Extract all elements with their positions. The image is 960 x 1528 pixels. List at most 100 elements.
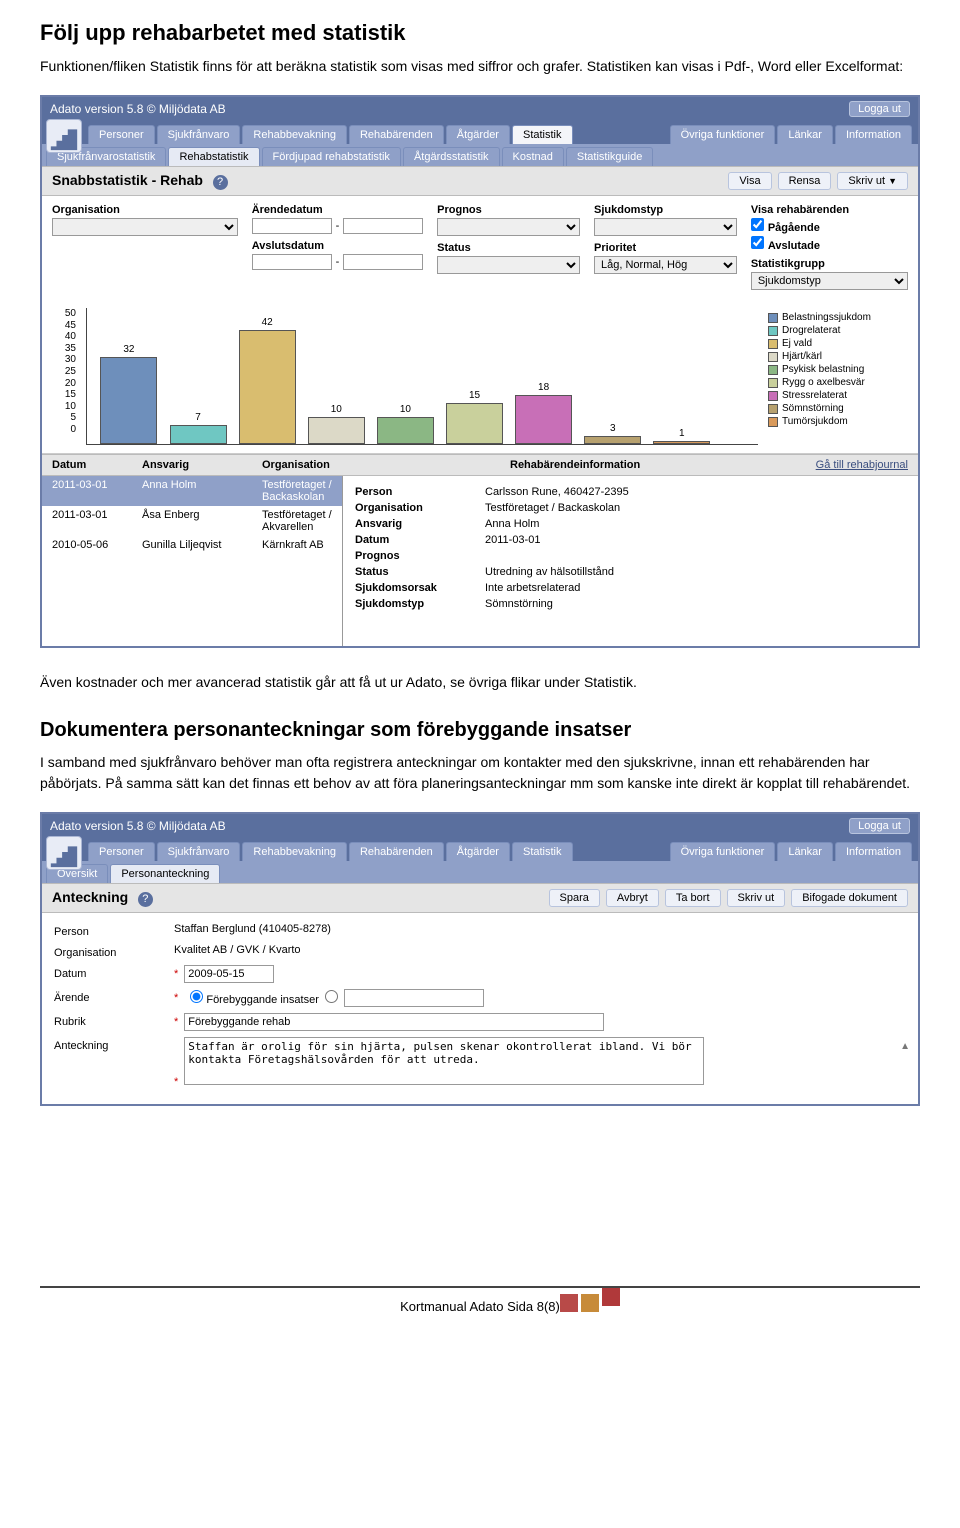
app-logo-icon-2 [46,836,82,870]
bar-1: 7 [170,425,227,444]
footer-text: Kortmanual Adato Sida 8(8) [400,1299,560,1314]
bar-6: 18 [515,395,572,444]
section-title-2: Anteckning [52,889,128,905]
detail-row: PersonCarlsson Rune, 460427-2395 [355,484,906,500]
tab-statistik[interactable]: Statistik [512,125,573,144]
mid-paragraph: Även kostnader och mer avancerad statist… [40,672,920,693]
toolbar-2: Spara Avbryt Ta bort Skriv ut Bifogade d… [549,889,908,907]
bar-0: 32 [100,357,157,444]
tab-statistikguide[interactable]: Statistikguide [566,147,653,166]
avslutsdatum-to[interactable] [343,254,423,270]
doc-title: Följ upp rehabarbetet med statistik [40,20,920,46]
legend-item: Psykisk belastning [768,364,908,375]
legend-item: Stressrelaterat [768,390,908,401]
table-row[interactable]: 2011-03-01Åsa EnbergTestföretaget / Akva… [42,506,342,536]
bar-chart: 50454035302520151050 327421010151831 Bel… [42,304,918,454]
logout-button[interactable]: Logga ut [849,101,910,117]
col-ansvarig: Ansvarig [142,459,262,471]
organisation-select[interactable] [52,218,238,236]
tab-personer[interactable]: Personer [88,125,155,144]
avslutsdatum-from[interactable] [252,254,332,270]
arendedatum-from[interactable] [252,218,332,234]
sub-tabs-2: ÖversiktPersonanteckning [42,861,918,883]
tab-rehabbevakning[interactable]: Rehabbevakning [242,842,347,861]
tab-kostnad[interactable]: Kostnad [502,147,564,166]
table-row[interactable]: 2011-03-01Anna HolmTestföretaget / Backa… [42,476,342,506]
arendedatum-label: Ärendedatum [252,204,423,216]
logout-button-2[interactable]: Logga ut [849,818,910,834]
tab-sjukfr-nvaro[interactable]: Sjukfrånvaro [157,842,241,861]
tab--tg-rder[interactable]: Åtgärder [446,125,510,144]
spara-button[interactable]: Spara [549,889,600,907]
bar-3: 10 [308,417,365,444]
pågående-checkbox[interactable]: Pågående [751,218,908,234]
main-tabs-2: PersonerSjukfrånvaroRehabbevakningRehabä… [42,838,918,861]
datum-input[interactable] [184,965,274,983]
section-header: Snabbstatistik - Rehab ? Visa Rensa Skri… [42,166,918,196]
tab-l-nkar[interactable]: Länkar [777,125,833,144]
bifoga-button[interactable]: Bifogade dokument [791,889,908,907]
tab-personer[interactable]: Personer [88,842,155,861]
rubrik-label: Rubrik [54,1013,164,1028]
tab-rehabbevakning[interactable]: Rehabbevakning [242,125,347,144]
tab-statistik[interactable]: Statistik [512,842,573,861]
plot-area: 327421010151831 [86,308,758,445]
titlebar-text: Adato version 5.8 © Miljödata AB [50,102,226,116]
avbryt-button[interactable]: Avbryt [606,889,659,907]
tab-rehab-renden[interactable]: Rehabärenden [349,842,444,861]
tab-rehab-renden[interactable]: Rehabärenden [349,125,444,144]
tab-l-nkar[interactable]: Länkar [777,842,833,861]
result-header: Datum Ansvarig Organisation Rehabärendei… [42,454,918,476]
bar-5: 15 [446,403,503,444]
section-title: Snabbstatistik - Rehab [52,172,203,188]
rensa-button[interactable]: Rensa [778,172,832,190]
tab--tg-rdsstatistik[interactable]: Åtgärdsstatistik [403,147,500,166]
datum-label: Datum [54,965,164,980]
section-header-2: Anteckning ? Spara Avbryt Ta bort Skriv … [42,883,918,913]
avslutade-checkbox[interactable]: Avslutade [751,236,908,252]
bar-7: 3 [584,436,641,444]
journal-link[interactable]: Gå till rehabjournal [758,459,908,471]
app-logo-icon [46,119,82,153]
legend-item: Hjärt/kärl [768,351,908,362]
status-label: Status [437,242,580,254]
tab--vriga-funktioner[interactable]: Övriga funktioner [670,125,776,144]
tab-information[interactable]: Information [835,125,912,144]
result-body: 2011-03-01Anna HolmTestföretaget / Backa… [42,476,918,646]
bar-2: 42 [239,330,296,444]
skrivut-button-2[interactable]: Skriv ut [727,889,786,907]
arende-text[interactable] [344,989,484,1007]
statistikgrupp-select[interactable]: Sjukdomstyp [751,272,908,290]
tab--tg-rder[interactable]: Åtgärder [446,842,510,861]
tab-personanteckning[interactable]: Personanteckning [110,864,220,883]
arende-label: Ärende [54,989,164,1004]
skrivut-button[interactable]: Skriv ut▼ [837,172,908,190]
prognos-label: Prognos [437,204,580,216]
prioritet-select[interactable]: Låg, Normal, Hög [594,256,737,274]
status-select[interactable] [437,256,580,274]
tab-rehabstatistik[interactable]: Rehabstatistik [168,147,259,166]
footer-logo-icon [560,1294,920,1312]
legend-item: Rygg o axelbesvär [768,377,908,388]
table-row[interactable]: 2010-05-06Gunilla LiljeqvistKärnkraft AB [42,536,342,554]
forebygg-radio[interactable]: Förebyggande insatser [190,990,319,1006]
visa-button[interactable]: Visa [728,172,771,190]
tab-information[interactable]: Information [835,842,912,861]
help-icon-2[interactable]: ? [138,892,153,907]
sjukdomstyp-select[interactable] [594,218,737,236]
help-icon[interactable]: ? [213,175,228,190]
prognos-select[interactable] [437,218,580,236]
tab-f-rdjupad-rehabstatistik[interactable]: Fördjupad rehabstatistik [262,147,401,166]
arendedatum-to[interactable] [343,218,423,234]
doc-intro: Funktionen/fliken Statistik finns för at… [40,56,920,77]
legend-item: Tumörsjukdom [768,416,908,427]
chart-legend: BelastningssjukdomDrogrelateratEj valdHj… [768,308,908,445]
anteckning-textarea[interactable]: Staffan är orolig för sin hjärta, pulsen… [184,1037,704,1085]
tabort-button[interactable]: Ta bort [665,889,721,907]
bar-8: 1 [653,441,710,444]
detail-row: Prognos [355,548,906,564]
tab--vriga-funktioner[interactable]: Övriga funktioner [670,842,776,861]
rubrik-input[interactable] [184,1013,604,1031]
tab-sjukfr-nvaro[interactable]: Sjukfrånvaro [157,125,241,144]
other-radio[interactable] [325,990,338,1006]
